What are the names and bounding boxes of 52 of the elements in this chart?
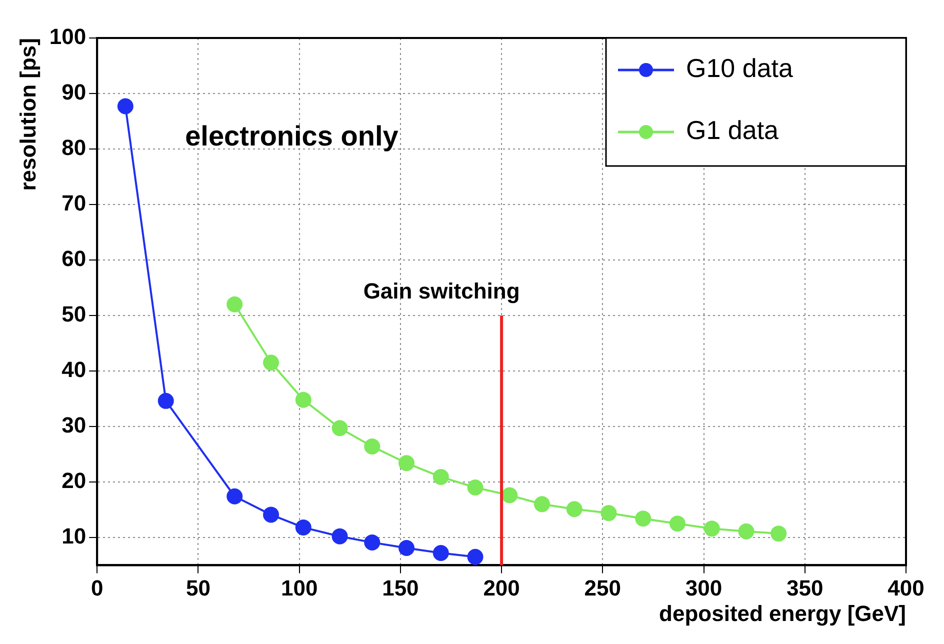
point (704, 520, 720, 537)
y-tick-label: 100 (49, 24, 86, 50)
point (158, 392, 174, 409)
x-tick-label: 400 (888, 575, 924, 600)
point (502, 487, 518, 504)
x-tick-label: 50 (186, 575, 210, 600)
y-tick-label: 60 (62, 246, 86, 272)
point (398, 540, 415, 556)
point (534, 496, 550, 512)
point (226, 488, 243, 504)
point (669, 516, 686, 532)
point (364, 438, 380, 454)
point (332, 528, 348, 544)
annotation: electronics only (185, 120, 399, 152)
y-tick-label: 70 (62, 190, 86, 216)
ref-line-label: Gain switching (363, 278, 520, 304)
y-axis-title: resolution [ps] (15, 38, 40, 191)
x-tick-label: 0 (90, 575, 104, 600)
point (332, 420, 348, 436)
point (432, 468, 449, 485)
point (738, 523, 754, 540)
point (770, 526, 787, 542)
point (295, 519, 312, 536)
x-tick-label: 200 (483, 575, 520, 600)
point (600, 505, 617, 522)
y-tick-label: 40 (62, 357, 86, 382)
x-tick-label: 300 (685, 575, 722, 600)
y-tick-label: 30 (62, 412, 86, 438)
y-tick-label: 50 (62, 302, 86, 327)
y-tick-label: 90 (62, 80, 86, 105)
legend-label: G1 data (686, 115, 780, 146)
x-tick-label: 350 (786, 575, 824, 600)
point (635, 510, 652, 527)
point (467, 480, 484, 496)
x-tick-label: 100 (280, 575, 318, 600)
point (467, 548, 484, 565)
x-tick-label: 150 (382, 575, 419, 600)
y-tick-label: 20 (62, 468, 86, 494)
point (566, 501, 582, 518)
x-tick-label: 250 (584, 575, 622, 600)
point (226, 296, 243, 312)
point (263, 506, 280, 523)
point (117, 98, 134, 114)
legend-label: G10 data (686, 53, 794, 84)
y-tick-label: 80 (62, 135, 86, 160)
point (263, 354, 280, 371)
y-tick-label: 10 (62, 524, 86, 549)
point (295, 392, 312, 408)
x-axis-title: deposited energy [GeV] (659, 600, 906, 626)
point (364, 534, 380, 550)
point (398, 455, 415, 472)
point (432, 544, 449, 561)
